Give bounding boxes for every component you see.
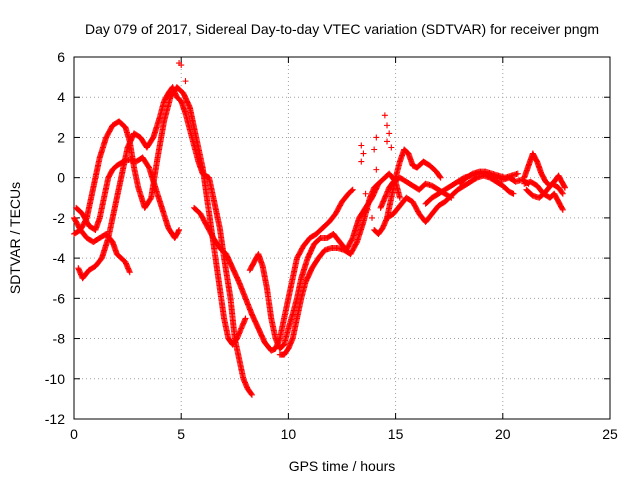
data-point	[559, 190, 566, 197]
series-group	[176, 60, 395, 221]
x-tick-label: 15	[388, 426, 404, 442]
data-point	[242, 315, 249, 322]
data-point	[396, 194, 403, 201]
y-tick-label: 6	[57, 49, 65, 65]
data-point	[510, 190, 517, 197]
y-tick-label: -6	[53, 290, 66, 306]
x-tick-label: 25	[602, 426, 618, 442]
data-point	[381, 112, 388, 119]
data-point	[176, 60, 183, 67]
y-tick-label: -8	[53, 331, 66, 347]
y-tick-label: -12	[45, 411, 65, 427]
x-tick-label: 0	[70, 426, 78, 442]
x-tick-label: 10	[281, 426, 297, 442]
y-tick-label: -2	[53, 210, 66, 226]
data-point	[436, 173, 443, 180]
grid-lines	[74, 57, 610, 419]
y-axis-label: SDTVAR / TECUs	[7, 182, 23, 294]
data-point	[360, 150, 367, 157]
x-tick-label: 20	[495, 426, 511, 442]
data-point	[348, 187, 355, 194]
x-axis-label: GPS time / hours	[289, 458, 396, 474]
data-point	[182, 78, 189, 85]
data-point	[248, 391, 255, 398]
series-group	[73, 154, 183, 241]
data-point	[349, 186, 356, 193]
data-point	[514, 170, 521, 177]
chart-title: Day 079 of 2017, Sidereal Day-to-day VTE…	[85, 21, 599, 37]
data-point	[388, 144, 395, 151]
data-point	[362, 190, 369, 197]
y-tick-labels: -12 -10 -8 -6 -4 -2 0 2 4 6	[45, 49, 65, 427]
data-point	[373, 134, 380, 141]
data-points	[71, 60, 568, 398]
y-tick-label: -4	[53, 250, 66, 266]
x-tick-labels: 0 5 10 15 20 25	[70, 426, 618, 442]
data-point	[374, 181, 381, 188]
series-group	[276, 180, 382, 358]
series-group	[523, 180, 566, 201]
series-group	[75, 84, 255, 398]
data-point	[559, 189, 566, 196]
data-point	[358, 142, 365, 149]
data-point	[386, 130, 393, 137]
series-group	[456, 168, 521, 187]
data-point	[175, 228, 182, 235]
data-point	[373, 166, 380, 173]
data-point	[369, 214, 376, 221]
data-point	[559, 206, 566, 213]
data-point	[371, 146, 378, 153]
series-group	[246, 170, 403, 352]
data-point	[561, 184, 568, 191]
series-group	[71, 214, 133, 276]
axis-ticks	[73, 56, 611, 420]
data-point	[559, 205, 566, 212]
data-point	[384, 138, 391, 145]
y-tick-label: 2	[57, 129, 65, 145]
x-tick-label: 5	[177, 426, 185, 442]
y-tick-label: 4	[57, 89, 65, 105]
data-point	[384, 122, 391, 129]
data-point	[437, 174, 444, 181]
series-group	[371, 146, 444, 237]
data-point	[248, 390, 255, 397]
series-group	[71, 84, 249, 348]
data-point	[176, 226, 183, 233]
data-point	[375, 180, 382, 187]
data-point	[126, 269, 133, 276]
y-tick-label: 0	[57, 170, 65, 186]
y-tick-label: -10	[45, 371, 65, 387]
data-point	[364, 206, 371, 213]
plot-frame	[73, 56, 611, 420]
data-point	[358, 158, 365, 165]
series-group	[384, 172, 517, 225]
